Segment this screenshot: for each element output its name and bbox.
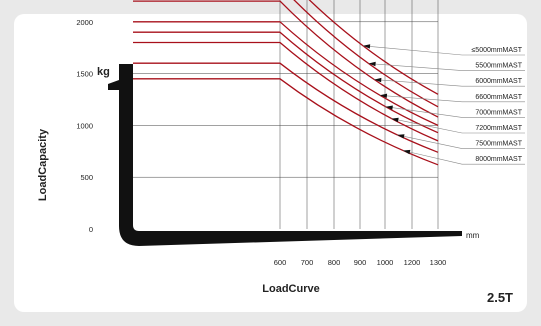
x-tick-label: 700 bbox=[301, 258, 314, 267]
y-tick-label: 500 bbox=[80, 173, 93, 182]
load-curve-line bbox=[133, 21, 439, 126]
leader-arrowhead bbox=[368, 61, 376, 67]
capacity-label: 2.5T bbox=[487, 290, 513, 305]
legend-entry: 5500mmMAST bbox=[475, 63, 522, 70]
chart-grid bbox=[133, 0, 439, 229]
x-unit-label: mm bbox=[466, 231, 480, 240]
y-unit-label: kg bbox=[97, 66, 110, 78]
leader-line bbox=[379, 95, 463, 103]
x-tick-label: 1000 bbox=[377, 258, 394, 267]
leader-arrowhead bbox=[363, 44, 371, 49]
leader-line bbox=[391, 118, 463, 134]
fork-silhouette bbox=[108, 64, 462, 246]
y-tick-label: 1500 bbox=[76, 70, 93, 79]
axis-ticks: 0500100015002000250060070080090010001200… bbox=[76, 18, 447, 267]
legend-entry: 6000mmMAST bbox=[475, 78, 522, 85]
leader-arrowhead bbox=[385, 105, 393, 110]
leader-line bbox=[374, 79, 463, 87]
leader-arrowhead bbox=[374, 77, 382, 83]
x-tick-label: 900 bbox=[354, 258, 367, 267]
load-curve-line bbox=[133, 31, 439, 134]
y-axis-title: LoadCapacity bbox=[37, 128, 49, 201]
legend-entry: 8000mmMAST bbox=[475, 156, 522, 163]
legend-entry: 7200mmMAST bbox=[475, 125, 522, 132]
load-curve-line bbox=[133, 62, 439, 153]
leader-line bbox=[397, 134, 463, 149]
legend: ≤5000mmMAST 5500mmMAST 6000mmMAST 6600mmMAS… bbox=[471, 47, 522, 163]
load-curve-line bbox=[133, 78, 439, 166]
legend-entry: 7000mmMAST bbox=[475, 109, 522, 116]
leader-arrowhead bbox=[379, 93, 388, 98]
leader-line bbox=[368, 63, 463, 71]
y-tick-label: 2000 bbox=[76, 18, 93, 27]
legend-entry: ≤5000mmMAST bbox=[471, 47, 522, 54]
load-curve-line bbox=[133, 0, 439, 118]
leader-line bbox=[402, 150, 463, 165]
y-tick-label: 0 bbox=[89, 225, 93, 234]
leader-arrowhead bbox=[391, 117, 399, 123]
x-tick-label: 1200 bbox=[404, 258, 421, 267]
leader-line bbox=[362, 45, 463, 56]
x-tick-label: 1300 bbox=[430, 258, 447, 267]
load-curve-line bbox=[308, 0, 439, 95]
leader-arrowhead bbox=[403, 149, 411, 155]
load-curve-line bbox=[133, 41, 439, 142]
x-tick-label: 600 bbox=[274, 258, 287, 267]
y-tick-label: 1000 bbox=[76, 121, 93, 130]
legend-entry: 6600mmMAST bbox=[475, 94, 522, 101]
load-curves bbox=[133, 0, 439, 166]
legend-leader-lines bbox=[362, 44, 525, 165]
load-curve-line bbox=[293, 0, 439, 108]
leader-line bbox=[385, 106, 463, 118]
x-tick-label: 800 bbox=[328, 258, 341, 267]
fork-shape bbox=[108, 64, 462, 246]
leader-arrowhead bbox=[397, 134, 405, 139]
x-axis-title: LoadCurve bbox=[262, 283, 319, 295]
legend-entry: 7500mmMAST bbox=[475, 141, 522, 148]
